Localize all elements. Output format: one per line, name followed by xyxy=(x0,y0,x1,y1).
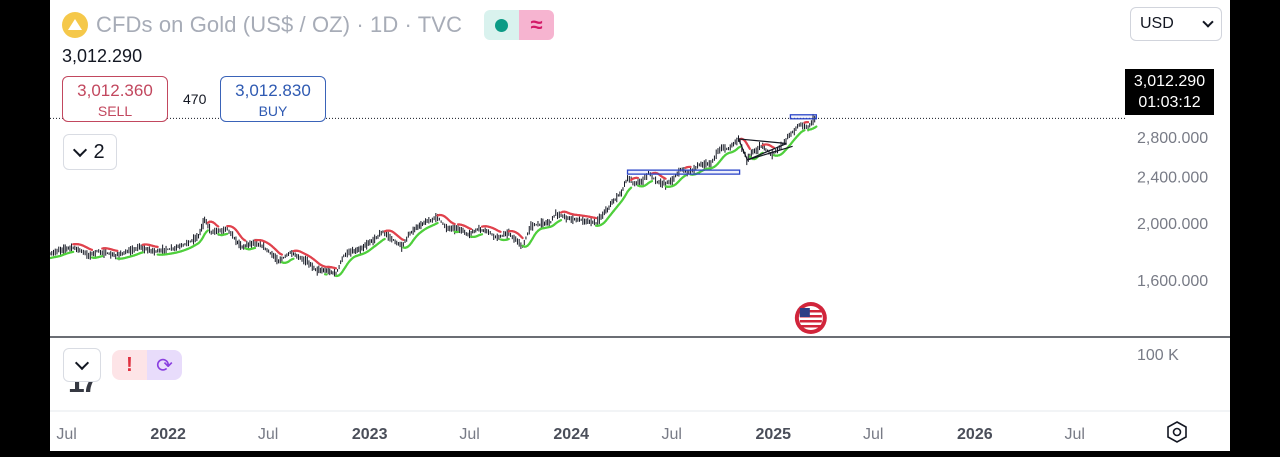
currency-value: USD xyxy=(1140,15,1174,32)
x-tick-label: 2025 xyxy=(755,426,791,443)
triangle-pattern xyxy=(737,138,787,161)
x-tick-label: Jul xyxy=(863,426,883,443)
buy-price: 3,012.830 xyxy=(235,81,311,100)
indicator-count: 2 xyxy=(93,140,105,163)
trend-indicator-segment xyxy=(771,145,776,149)
y-tick-label: 2,800.000 xyxy=(1137,130,1208,147)
current-price-label: 3,012.290 01:03:12 xyxy=(1125,69,1214,115)
collapse-indicators-button[interactable]: 2 xyxy=(63,134,117,170)
chart-frame: 3,200.0002,800.0002,400.0002,000.0001,60… xyxy=(50,0,1230,451)
trend-indicator-segment xyxy=(205,229,210,234)
current-price: 3,012.290 xyxy=(1133,73,1206,90)
x-tick-label: Jul xyxy=(661,426,681,443)
chevron-down-icon xyxy=(74,355,90,370)
refresh-icon[interactable]: ⟳ xyxy=(147,350,182,380)
trend-indicator-segment xyxy=(813,125,818,129)
price-chart[interactable]: 3,200.0002,800.0002,400.0002,000.0001,60… xyxy=(50,0,1230,451)
trend-indicator-segment xyxy=(381,237,386,242)
zone-rectangle xyxy=(789,114,818,120)
buy-label: BUY xyxy=(258,103,288,119)
trend-indicator-segment xyxy=(737,145,742,149)
sell-button[interactable]: 3,012.360 SELL xyxy=(62,76,168,122)
trend-indicator-segment xyxy=(89,248,94,251)
x-tick-label: 2022 xyxy=(150,426,186,443)
trend-indicator-segment xyxy=(682,174,687,178)
flag-canton xyxy=(799,308,810,317)
pane-actions[interactable]: ! ⟳ xyxy=(112,350,182,380)
x-tick-label: Jul xyxy=(56,426,76,443)
flag-stripe xyxy=(799,315,822,318)
y-tick-label: 2,000.000 xyxy=(1137,216,1208,233)
trend-indicator-segment xyxy=(290,257,295,261)
trend-indicator-segment xyxy=(242,238,247,242)
spread-value: 470 xyxy=(183,91,207,107)
chevron-down-icon xyxy=(73,142,88,157)
volume-pane-toggle[interactable] xyxy=(63,348,101,382)
volume-axis-label: 100 K xyxy=(1137,347,1179,364)
trend-indicator-segment xyxy=(279,252,283,256)
trend-indicator-segment xyxy=(801,129,806,133)
market-open-dot-icon[interactable] xyxy=(484,10,520,40)
us-flag-event-icon[interactable] xyxy=(794,302,827,334)
trend-indicator-segment xyxy=(215,224,220,228)
sell-label: SELL xyxy=(97,103,133,119)
trend-indicator-segment xyxy=(662,176,667,180)
trend-indicator-segment xyxy=(519,235,524,240)
sell-price: 3,012.360 xyxy=(77,81,153,100)
gold-bar-icon xyxy=(62,12,88,38)
trend-indicator-segment xyxy=(468,227,473,231)
y-tick-label: 1,600.000 xyxy=(1137,273,1208,290)
symbol-header[interactable]: CFDs on Gold (US$ / OZ) · 1D · TVC ≈ xyxy=(62,9,555,41)
x-tick-label: 2026 xyxy=(957,426,993,443)
trend-indicator-segment xyxy=(497,230,502,233)
last-price: 3,012.290 xyxy=(62,46,143,66)
wave-icon[interactable]: ≈ xyxy=(519,10,555,40)
symbol-title: CFDs on Gold (US$ / OZ) · 1D · TVC xyxy=(96,12,463,37)
status-badges[interactable]: ≈ xyxy=(484,10,555,40)
flag-stripe xyxy=(799,320,822,323)
flag-stripe xyxy=(799,325,822,328)
trend-indicator-segment xyxy=(434,221,439,225)
trend-indicator-segment xyxy=(400,238,405,242)
x-tick-label: Jul xyxy=(258,426,278,443)
bar-countdown: 01:03:12 xyxy=(1138,94,1201,111)
trend-indicator-segment xyxy=(558,219,563,223)
flag-stripe xyxy=(799,310,822,313)
settings-icon[interactable] xyxy=(1166,421,1188,443)
currency-select[interactable]: USD xyxy=(1130,7,1222,41)
x-tick-label: 2023 xyxy=(352,426,388,443)
x-tick-label: Jul xyxy=(1065,426,1085,443)
alert-icon[interactable]: ! xyxy=(112,350,147,380)
chevron-down-icon xyxy=(1202,16,1214,28)
trend-indicator-segment xyxy=(747,145,751,150)
buy-button[interactable]: 3,012.830 BUY xyxy=(220,76,326,122)
x-tick-label: 2024 xyxy=(553,426,589,443)
trend-indicator-segment xyxy=(649,180,654,183)
x-tick-label: Jul xyxy=(459,426,479,443)
trend-indicator-segment xyxy=(628,186,633,191)
trend-indicator-segment xyxy=(451,222,456,226)
zone-rectangle xyxy=(626,169,741,175)
y-tick-label: 2,400.000 xyxy=(1137,169,1208,186)
trend-indicator-segment xyxy=(506,237,510,241)
trendline xyxy=(747,145,793,161)
